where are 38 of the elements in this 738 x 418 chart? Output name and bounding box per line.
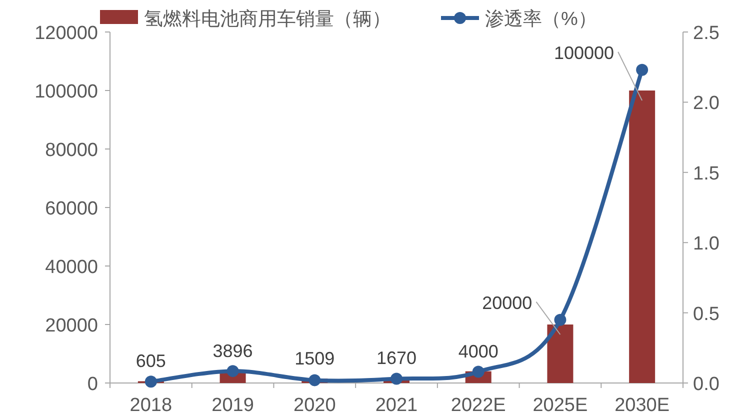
x-tick-label: 2030E [614,395,670,416]
x-tick-label: 2022E [450,395,506,416]
y-tick-label: 0 [87,374,98,395]
data-label: 605 [136,351,166,372]
data-label: 100000 [554,42,614,63]
point [390,372,402,385]
y-tick-label: 100000 [34,82,98,102]
y2-tick-label: 2.0 [693,93,720,114]
legend-label: 氢燃料电池商用车销量（辆） [144,8,391,30]
x-tick-label: 2025E [532,395,588,416]
point [144,376,157,388]
point [226,365,239,378]
data-label: 4000 [458,341,498,362]
point [472,366,484,378]
point [554,314,566,326]
legend-label: 渗透率（%） [485,8,597,30]
y-tick-label: 20000 [45,316,98,336]
point [308,374,321,386]
y-tick-label: 40000 [45,257,98,278]
point [636,64,648,76]
x-tick-label: 2020 [294,395,336,416]
y-tick-label: 120000 [34,23,98,44]
bar [629,90,656,383]
x-tick-label: 2018 [130,395,172,416]
data-label: 20000 [482,292,532,313]
data-label: 1670 [376,348,417,368]
y2-tick-label: 2.5 [693,23,720,44]
x-tick-label: 2021 [375,395,418,416]
x-tick-label: 2019 [212,395,254,416]
y2-tick-label: 1.0 [693,234,720,255]
data-label: 3896 [212,341,253,362]
y2-tick-label: 1.5 [693,163,720,184]
y2-tick-label: 0.5 [693,304,720,325]
y-tick-label: 60000 [45,198,98,220]
bar [547,324,574,383]
y2-tick-label: 0.0 [693,374,720,395]
data-label: 1509 [294,348,335,369]
y-tick-label: 80000 [45,140,98,161]
